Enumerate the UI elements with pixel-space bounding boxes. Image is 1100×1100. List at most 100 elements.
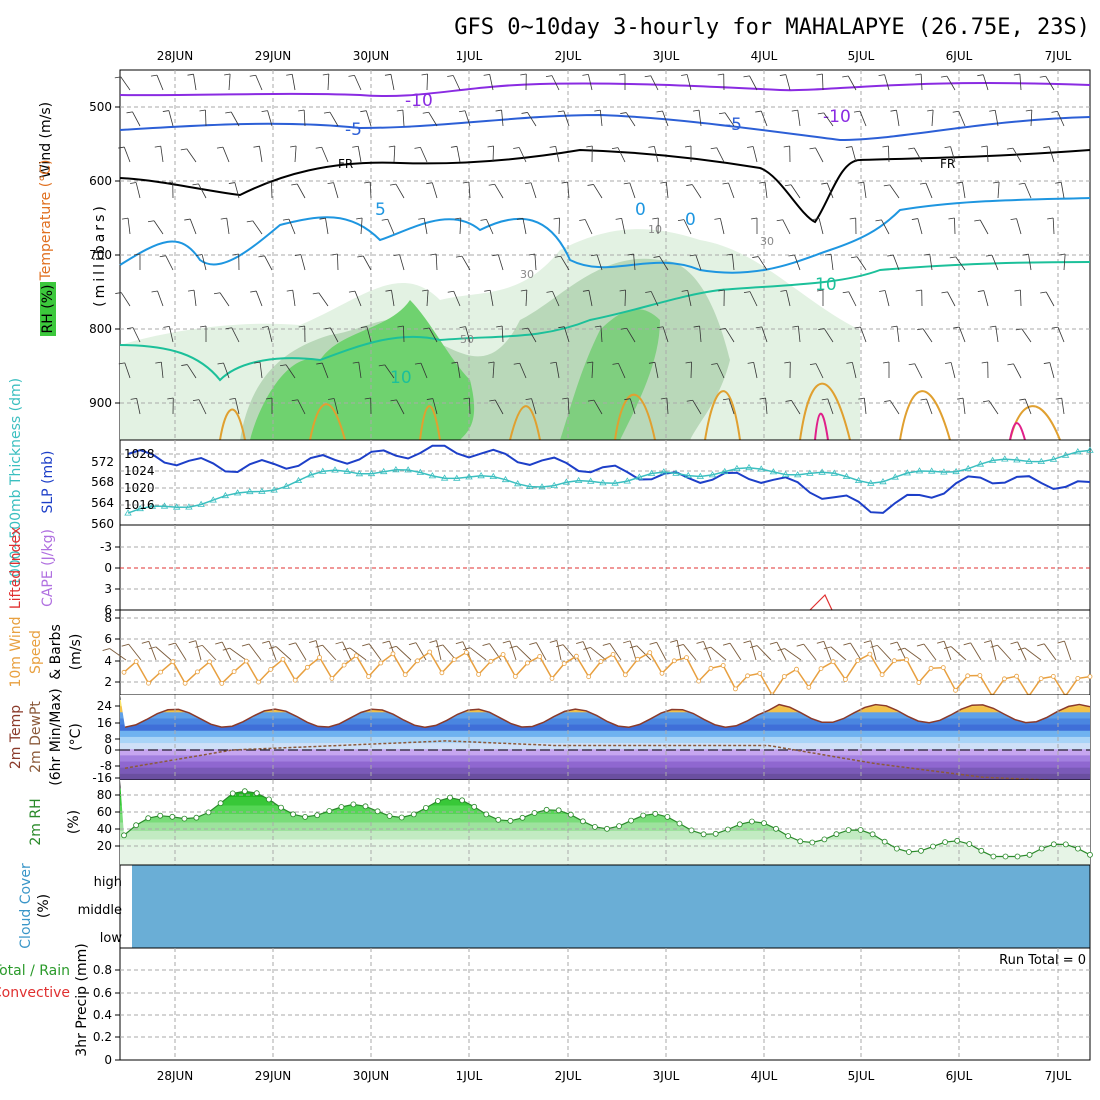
- wind-barb: [202, 645, 217, 661]
- wind-barb: [1019, 74, 1022, 91]
- wind-speed-marker: [378, 660, 384, 666]
- wind-barb: [756, 645, 772, 661]
- wind-barb: [842, 291, 849, 294]
- wind-barb: [648, 361, 656, 364]
- wind-barb: [948, 217, 955, 220]
- wind-barb: [889, 184, 900, 199]
- slp-panel: 572 568 564 560 1028 1024 1020 1016 1000~500mb …: [8, 378, 1094, 586]
- wind-speed-marker: [855, 658, 861, 663]
- rh2m-markers: [121, 788, 1093, 860]
- wind-speed-marker: [194, 669, 200, 675]
- wind-barb: [863, 398, 867, 415]
- wind-barb: [753, 362, 758, 379]
- rh2m-marker: [241, 788, 248, 795]
- wind-barb: [963, 642, 971, 646]
- wind-barb: [513, 362, 520, 365]
- wind-barb: [863, 182, 867, 199]
- wind-barb: [689, 254, 696, 257]
- wind-barb: [396, 399, 405, 415]
- wind-barb: [1048, 146, 1055, 163]
- wind-barb: [550, 361, 557, 364]
- thickness-marker: [1037, 457, 1046, 464]
- wind-barb: [809, 147, 816, 150]
- wind-barb: [586, 145, 593, 148]
- wind-barb: [882, 361, 890, 364]
- wind-barb: [198, 399, 207, 415]
- wind-speed-marker: [635, 656, 640, 662]
- rh2m-marker: [773, 825, 779, 832]
- rh2m-marker: [809, 839, 816, 846]
- wind-barb: [489, 399, 496, 402]
- wind-barb: [465, 326, 471, 343]
- tick-label: 560: [91, 517, 114, 531]
- wind-barb: [391, 290, 395, 307]
- wind-barb: [993, 181, 1000, 184]
- rh2m-marker: [1026, 851, 1033, 858]
- rh2m-marker: [121, 832, 127, 839]
- wind-barb: [826, 182, 834, 199]
- wind-barb: [327, 74, 330, 91]
- date-tick: 4JUL: [751, 49, 778, 63]
- thickness-marker: [940, 468, 948, 475]
- wind-barb: [226, 218, 230, 235]
- date-tick: 1JUL: [456, 1069, 483, 1083]
- wind-barb: [854, 326, 861, 329]
- wind-speed-marker: [341, 662, 347, 668]
- wind-barb: [981, 145, 988, 148]
- wind-barb: [877, 645, 892, 661]
- rh2m-marker: [519, 814, 526, 821]
- wind-barb: [870, 640, 877, 661]
- wind-barb: [743, 640, 751, 644]
- date-tick: 2JUL: [555, 49, 582, 63]
- wind-barb: [660, 181, 667, 184]
- wind-barb: [169, 326, 174, 343]
- wind-barb: [692, 109, 700, 112]
- wind-barb: [222, 147, 230, 163]
- wind-barb: [231, 327, 240, 343]
- wind-barb: [545, 75, 553, 78]
- date-tick: 5JUL: [848, 49, 875, 63]
- wind-barb: [193, 290, 197, 307]
- tick-label: 1024: [124, 464, 155, 478]
- wind-barb: [192, 399, 200, 402]
- wind-barb: [718, 289, 725, 292]
- wind-barb: [952, 110, 959, 113]
- wind-barb: [761, 326, 768, 343]
- tick-label: 8: [104, 611, 112, 625]
- wind-barb: [703, 646, 711, 650]
- wind-barb: [943, 641, 952, 661]
- wind-barb: [454, 217, 461, 220]
- cape-label: CAPE (J/kg): [40, 529, 56, 607]
- thickness-marker: [209, 496, 217, 503]
- wind-barb: [553, 217, 560, 220]
- wind-barb: [567, 182, 570, 199]
- wind-barb: [315, 644, 323, 648]
- contour-label: -10: [405, 91, 433, 111]
- wind-barb: [858, 397, 865, 400]
- wind-barb: [225, 327, 232, 330]
- tick-label: 568: [91, 475, 114, 489]
- wind-barb: [530, 182, 537, 199]
- wind-barb: [381, 218, 388, 221]
- wind-barb: [863, 640, 871, 644]
- wind-barb: [958, 111, 966, 127]
- wind-speed-marker: [806, 684, 812, 690]
- date-tick: 29JUN: [255, 1069, 292, 1083]
- wind-barb: [165, 255, 174, 271]
- wind-barb: [193, 74, 197, 91]
- wind-barb: [764, 182, 768, 199]
- wind-barb: [847, 75, 857, 91]
- tick-label: 0.6: [93, 986, 112, 1000]
- rh2m-marker: [990, 853, 997, 860]
- temp-grid: [174, 695, 1059, 780]
- wind-barb: [455, 641, 463, 645]
- date-tick: 7JUL: [1045, 1069, 1072, 1083]
- wind-speed-marker: [207, 659, 213, 665]
- wind-barb: [594, 109, 601, 112]
- wind-barb: [461, 255, 471, 271]
- wind-barb: [342, 641, 352, 661]
- wind-barb: [322, 73, 329, 76]
- wind-barb: [327, 182, 334, 185]
- wind-barb: [521, 327, 529, 330]
